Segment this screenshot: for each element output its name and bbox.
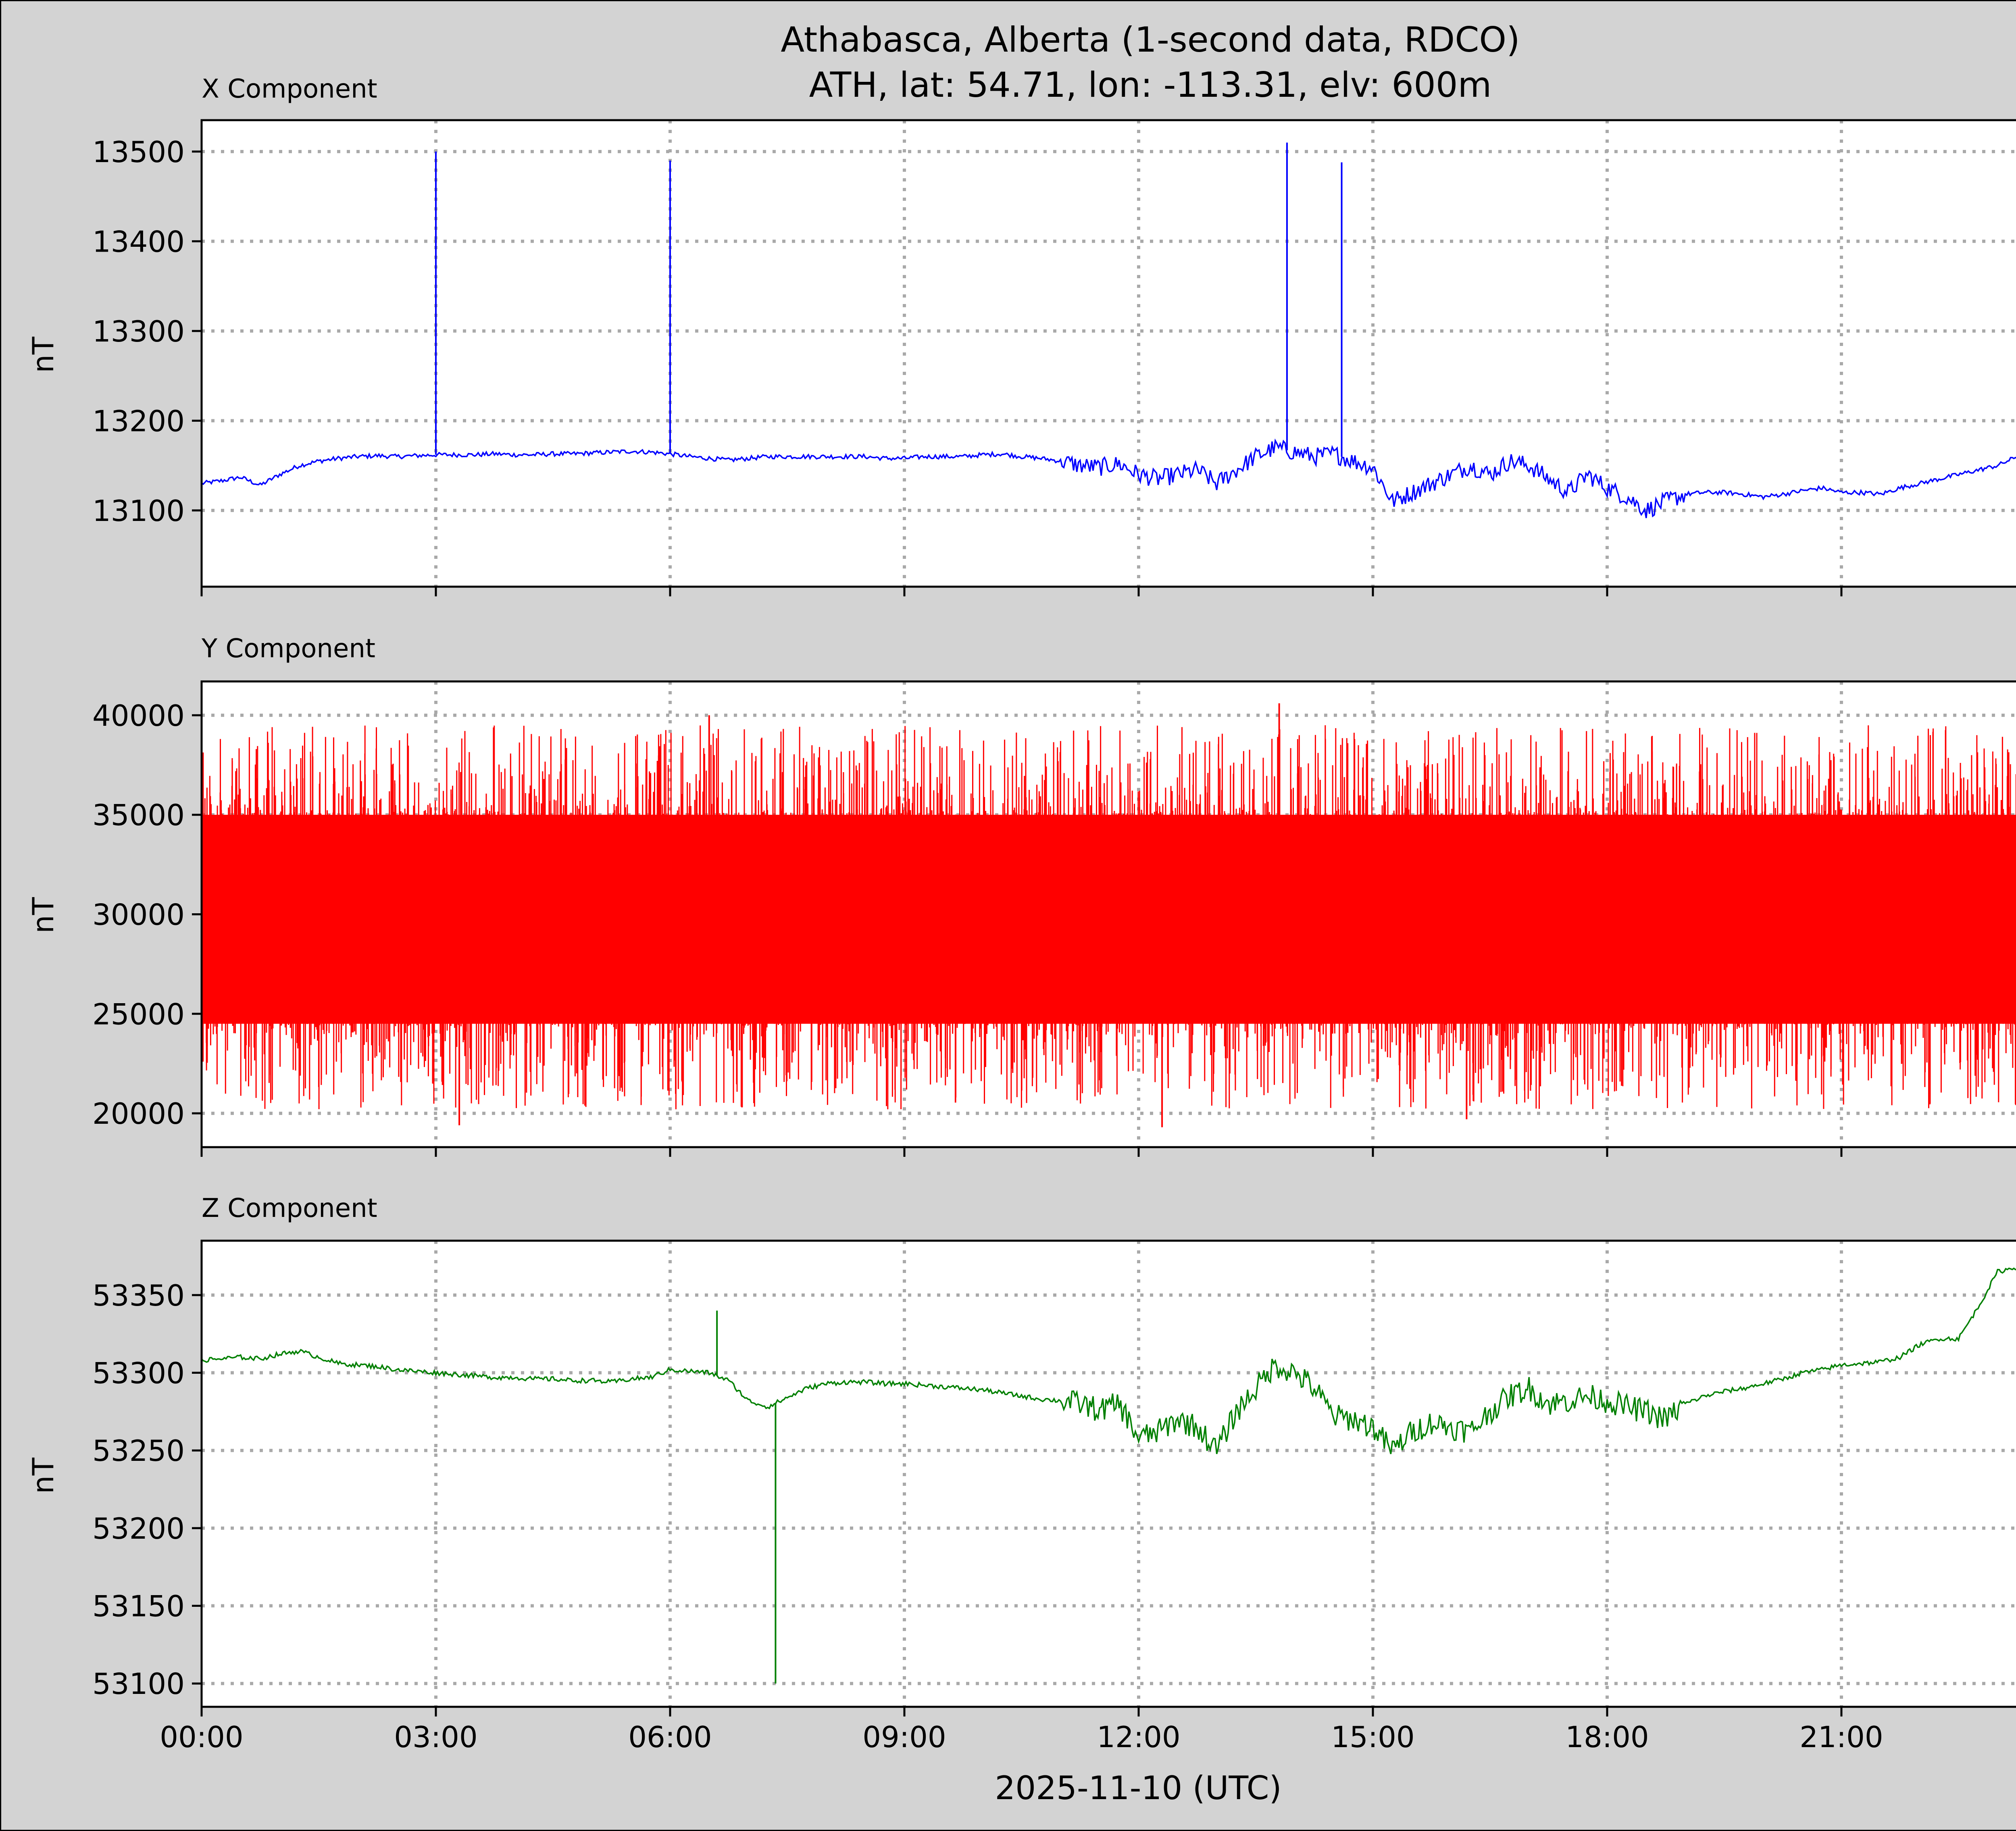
y-tick-label: 40000 <box>92 699 185 733</box>
data-layer <box>202 1267 2016 1684</box>
y-tick-label: 53250 <box>92 1434 185 1468</box>
figure-title-line1: Athabasca, Alberta (1-second data, RDCO) <box>781 20 1520 60</box>
x-component-panel: X Component nT 13100 13200 13300 13400 13500 <box>26 74 2016 596</box>
y-tick-label: 13500 <box>92 135 185 169</box>
y-component-panel: Y Component nT 20000 25000 30000 35000 40000 <box>26 634 2016 1157</box>
x-tick-label: 09:00 <box>862 1720 946 1754</box>
y-axis-label: nT <box>26 336 60 373</box>
x-tick-label: 00:00 <box>160 1720 244 1754</box>
x-tick-label: 18:00 <box>1565 1720 1649 1754</box>
y-tick-label: 13200 <box>92 404 185 438</box>
x-axis-label: 2025-11-10 (UTC) <box>995 1769 1281 1807</box>
x-tick-label: 21:00 <box>1799 1720 1883 1754</box>
panel-title: Y Component <box>201 634 375 664</box>
x-tick-label: 03:00 <box>394 1720 478 1754</box>
y-tick-label: 35000 <box>92 798 185 832</box>
x-tick-label: 06:00 <box>628 1720 712 1754</box>
panel-title: Z Component <box>202 1194 377 1223</box>
y-tick-label: 53150 <box>92 1589 185 1623</box>
y-tick-label: 13300 <box>92 315 185 348</box>
y-tick-label: 30000 <box>92 898 185 932</box>
plot-area <box>202 1241 2016 1707</box>
y-tick-label: 53350 <box>92 1279 185 1312</box>
data-series-line <box>202 438 2016 519</box>
y-tick-label: 53100 <box>92 1667 185 1701</box>
data-noise-band <box>202 814 2016 1024</box>
y-tick-label: 20000 <box>92 1097 185 1131</box>
x-tick-label: 15:00 <box>1331 1720 1415 1754</box>
y-axis-label: nT <box>26 897 60 933</box>
z-component-panel: Z Component nT 53100 53150 53200 53250 53300… <box>26 1194 2016 1754</box>
x-tick-label: 12:00 <box>1097 1720 1181 1754</box>
figure-title-line2: ATH, lat: 54.71, lon: -113.31, elv: 600m <box>809 65 1492 105</box>
data-layer <box>202 142 2016 519</box>
y-tick-label: 53200 <box>92 1512 185 1546</box>
plot-area <box>202 120 2016 587</box>
y-tick-label: 25000 <box>92 997 185 1031</box>
data-layer <box>202 703 2016 1127</box>
data-noise-spikes <box>202 725 2016 1110</box>
y-tick-label: 13100 <box>92 494 185 528</box>
y-tick-label: 53300 <box>92 1356 185 1390</box>
y-tick-label: 13400 <box>92 225 185 258</box>
panel-title: X Component <box>202 74 377 104</box>
data-series-line <box>202 1267 2016 1454</box>
y-axis-label: nT <box>26 1457 60 1494</box>
